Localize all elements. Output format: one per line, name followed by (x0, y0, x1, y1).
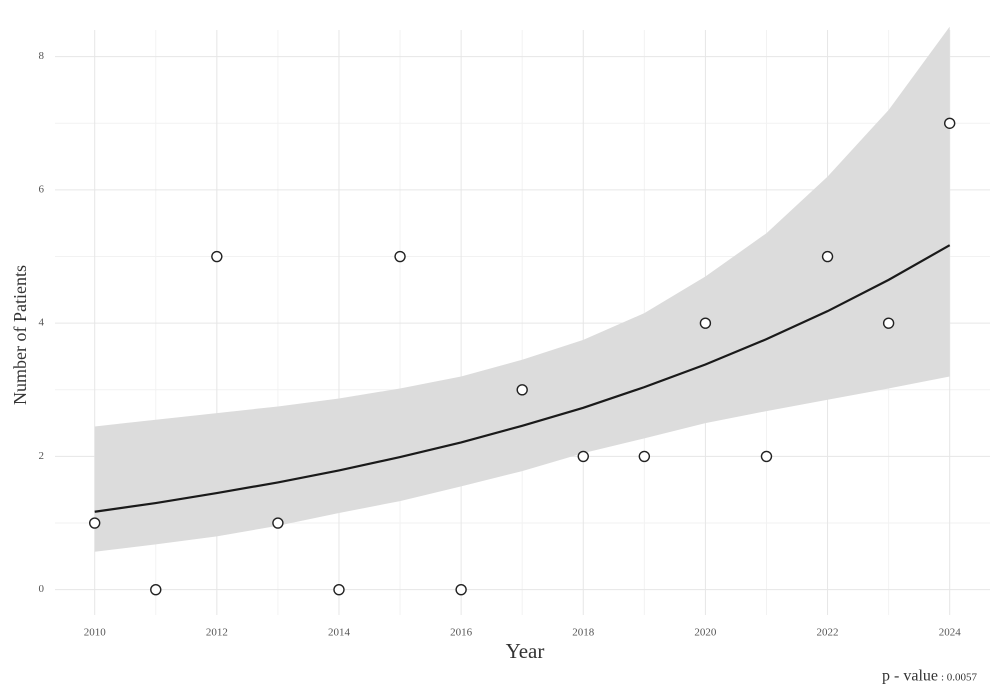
data-point (943, 117, 956, 129)
confidence-band (94, 26, 950, 552)
x-tick-label: 2012 (206, 627, 228, 639)
data-point (272, 517, 284, 529)
annotation-value: : 0.0057 (941, 672, 978, 684)
x-tick-label: 2022 (817, 627, 839, 639)
y-tick-label: 2 (39, 450, 45, 462)
data-point (516, 384, 528, 396)
data-point (638, 450, 651, 463)
y-tick-label: 6 (39, 183, 45, 195)
x-tick-label: 2016 (450, 627, 473, 639)
data-point (577, 450, 589, 463)
x-tick-label: 2014 (328, 627, 351, 639)
annotation-label: p - value (882, 668, 938, 685)
data-point (760, 450, 773, 463)
y-axis-label: Number of Patients (10, 265, 30, 405)
x-tick-label: 2020 (694, 627, 717, 639)
x-axis-label: Year (506, 639, 545, 663)
data-point (455, 583, 467, 596)
data-point (150, 583, 162, 596)
data-point (211, 250, 223, 263)
data-point (394, 250, 406, 263)
x-tick-label: 2010 (84, 627, 107, 639)
y-tick-label: 4 (39, 317, 45, 329)
fit-line (94, 244, 951, 513)
data-point (88, 517, 101, 529)
data-point (821, 250, 834, 263)
data-point (882, 317, 895, 329)
y-tick-label: 8 (39, 50, 45, 62)
data-point (699, 317, 712, 329)
data-point (333, 583, 345, 596)
x-tick-label: 2024 (939, 627, 962, 639)
x-tick-label: 2018 (572, 627, 595, 639)
y-tick-label: 0 (39, 583, 45, 595)
